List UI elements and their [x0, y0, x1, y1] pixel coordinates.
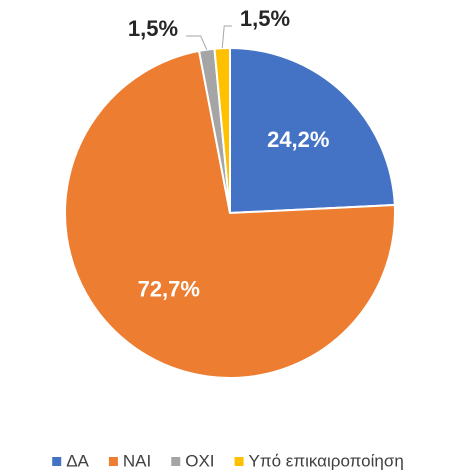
- data-label: 1,5%: [128, 16, 178, 41]
- legend-label: ΝΑΙ: [123, 451, 151, 470]
- data-label: 24,2%: [267, 127, 329, 152]
- legend-label: Υπό επικαιροποίηση: [249, 451, 404, 470]
- leader-line: [186, 35, 208, 50]
- legend-label: ΔΑ: [66, 451, 89, 470]
- pie-slice: [64, 49, 396, 379]
- legend-marker: [108, 457, 118, 466]
- legend-marker: [234, 457, 244, 466]
- data-label: 72,7%: [138, 277, 200, 302]
- legend-label: ΟΧΙ: [185, 451, 214, 470]
- data-label: 1,5%: [240, 6, 290, 31]
- leader-line: [221, 25, 232, 49]
- legend-marker: [52, 457, 62, 466]
- legend-marker: [171, 457, 181, 466]
- pie-slice: [229, 46, 396, 215]
